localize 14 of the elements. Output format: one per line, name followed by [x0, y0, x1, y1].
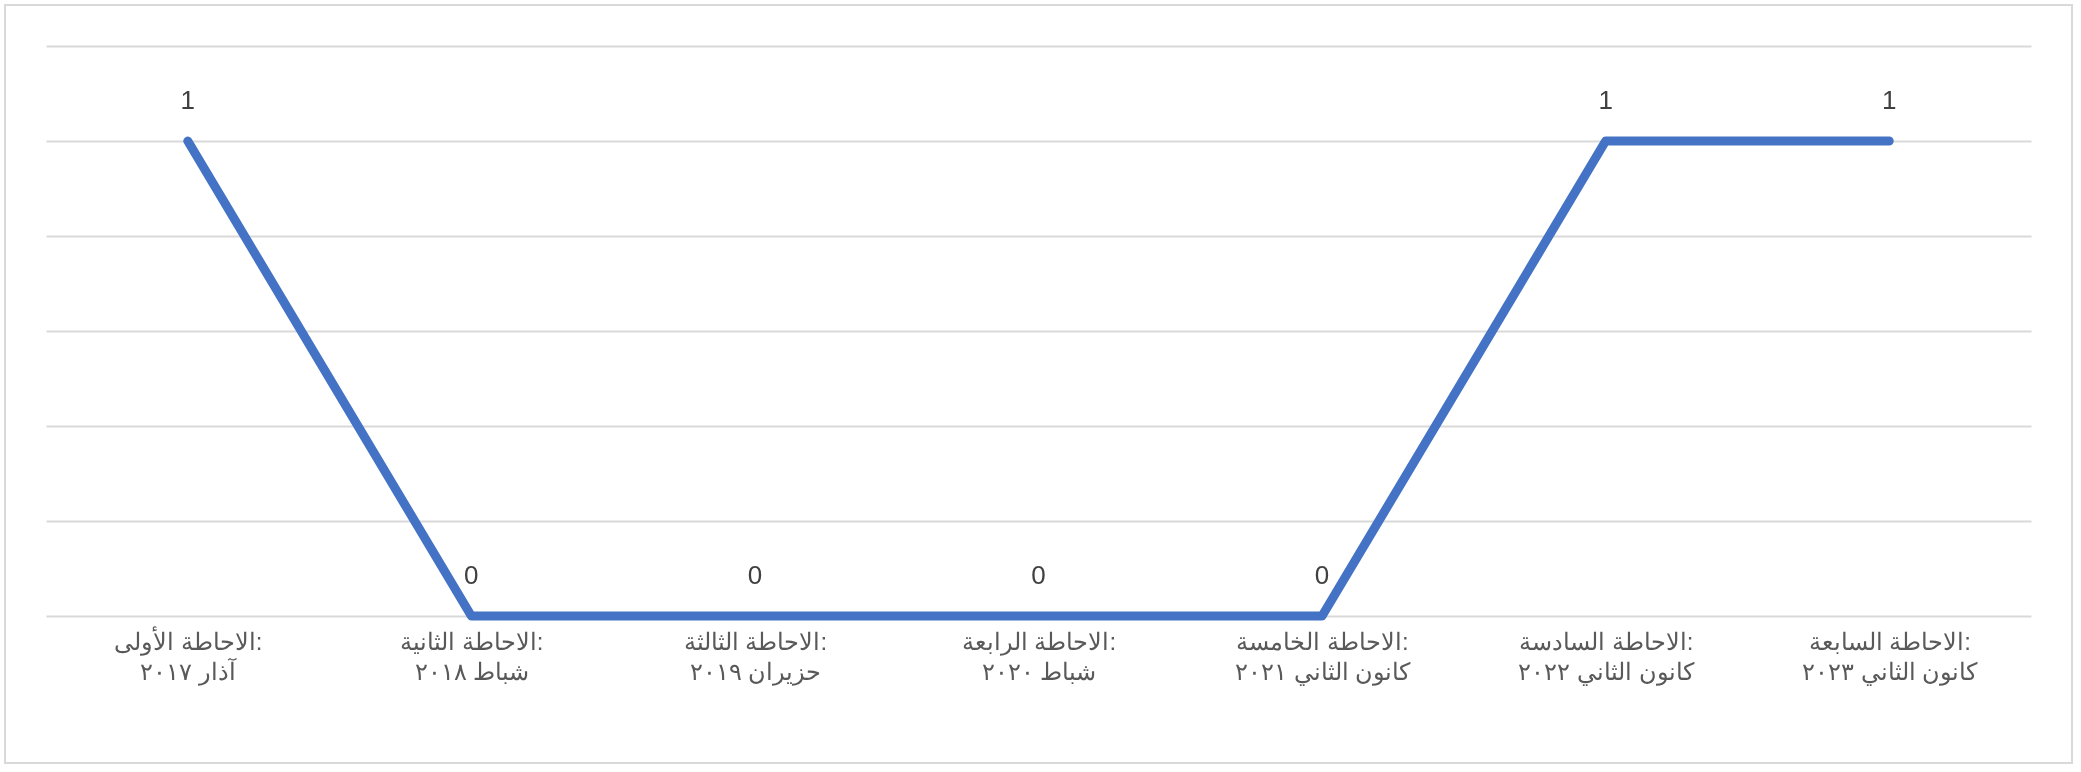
x-tick-label: الاحاطة الرابعة: شباط ٢٠٢٠	[961, 627, 1117, 685]
data-label: 0	[464, 560, 479, 590]
data-label: 1	[1598, 85, 1613, 115]
x-tick-label: الاحاطة الخامسة: كانون الثاني ٢٠٢١	[1234, 627, 1412, 686]
data-label: 1	[180, 85, 196, 115]
x-tick-label: الاحاطة السابعة: كانون الثاني ٢٠٢٣	[1802, 627, 1979, 686]
data-label: 0	[1314, 560, 1330, 590]
x-tick-label: الاحاطة السادسة: كانون الثاني ٢٠٢٢	[1518, 627, 1695, 686]
data-label: 0	[747, 560, 763, 590]
x-tick-label: الاحاطة الأولى: آذار ٢٠١٧	[114, 625, 263, 686]
data-label: 1	[1881, 85, 1897, 115]
x-tick-label: الاحاطة الثالثة: حزيران ٢٠١٩	[683, 627, 828, 686]
x-tick-label: الاحاطة الثانية: شباط ٢٠١٨	[400, 627, 544, 685]
data-label: 0	[1031, 560, 1046, 590]
